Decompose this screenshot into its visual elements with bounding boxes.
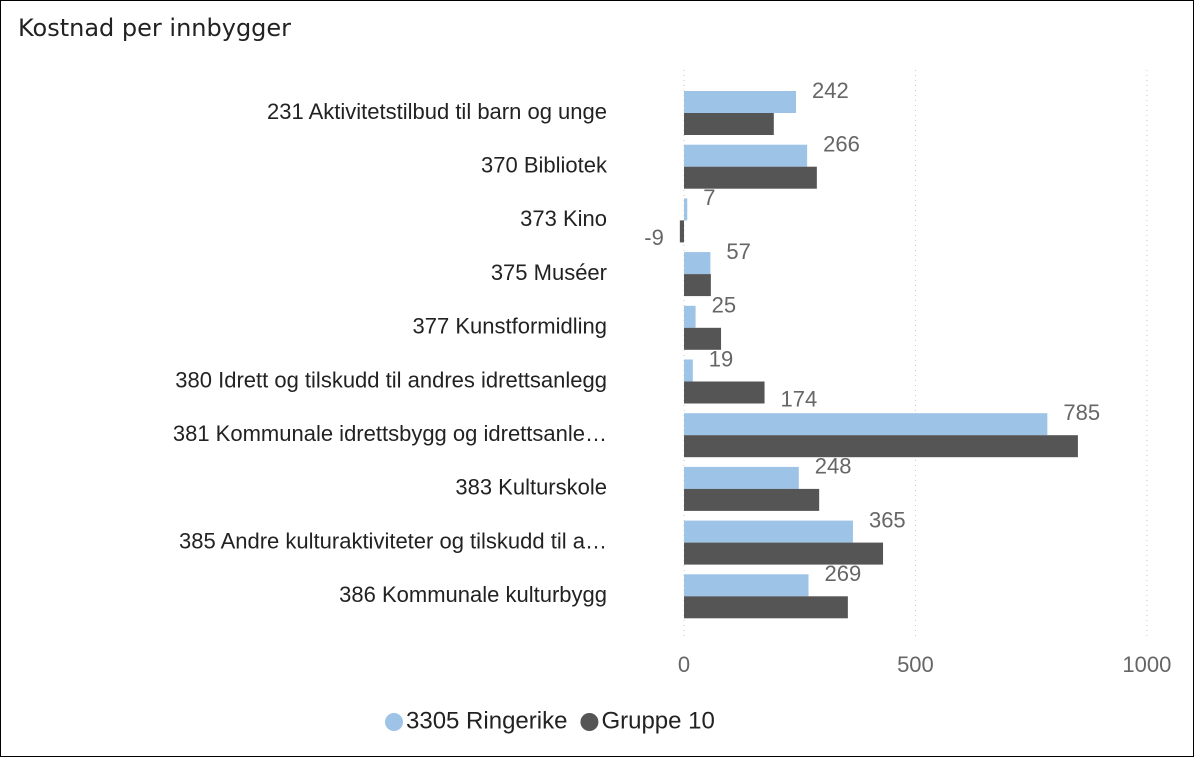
bar — [684, 574, 809, 597]
data-label: 19 — [709, 346, 733, 371]
y-tick-label: 375 Muséer — [491, 260, 607, 285]
bar — [684, 520, 853, 543]
y-tick-label: 386 Kommunale kulturbygg — [339, 582, 607, 607]
data-label: 365 — [869, 507, 906, 532]
bar — [684, 166, 817, 189]
x-tick-label: 0 — [678, 652, 690, 677]
bar — [684, 252, 711, 275]
data-label: 174 — [781, 386, 818, 411]
bar — [684, 466, 799, 489]
y-tick-label: 370 Bibliotek — [481, 153, 608, 178]
y-tick-label: 231 Aktivitetstilbud til barn og unge — [267, 99, 607, 124]
bar — [684, 435, 1078, 458]
bar — [684, 596, 848, 619]
y-tick-label: 380 Idrett og tilskudd til andres idrett… — [175, 367, 607, 392]
bar — [684, 327, 722, 350]
bar — [684, 359, 693, 382]
x-tick-label: 500 — [897, 652, 934, 677]
bar — [684, 381, 765, 404]
data-label: 7 — [703, 185, 715, 210]
bar — [684, 542, 884, 565]
data-label: 269 — [825, 561, 862, 586]
x-tick-label: 1000 — [1122, 652, 1171, 677]
bar — [684, 413, 1048, 436]
legend-label: 3305 Ringerike — [406, 707, 567, 734]
data-label: 57 — [726, 239, 750, 264]
bar — [684, 488, 820, 511]
y-tick-label: 373 Kino — [520, 206, 607, 231]
bar — [684, 113, 774, 135]
bar — [679, 220, 685, 243]
data-label: 266 — [823, 132, 860, 157]
bar — [684, 144, 808, 167]
y-tick-label: 383 Kulturskole — [455, 475, 607, 500]
data-label: 25 — [712, 293, 736, 318]
bar — [684, 305, 696, 328]
legend-marker — [385, 713, 403, 731]
bar — [684, 198, 688, 221]
y-tick-label: 377 Kunstformidling — [413, 314, 607, 339]
legend-marker — [580, 713, 599, 731]
data-label: 248 — [815, 454, 852, 479]
data-label: 242 — [812, 78, 849, 103]
bar — [684, 274, 711, 297]
data-label: -9 — [644, 225, 664, 250]
bar — [684, 91, 797, 113]
data-label: 785 — [1063, 400, 1100, 425]
chart-title: Kostnad per innbygger — [18, 14, 291, 42]
y-tick-label: 381 Kommunale idrettsbygg og idrettsanle… — [173, 421, 607, 446]
y-tick-label: 385 Andre kulturaktiviteter og tilskudd … — [179, 528, 607, 553]
legend-label: Gruppe 10 — [601, 707, 714, 734]
